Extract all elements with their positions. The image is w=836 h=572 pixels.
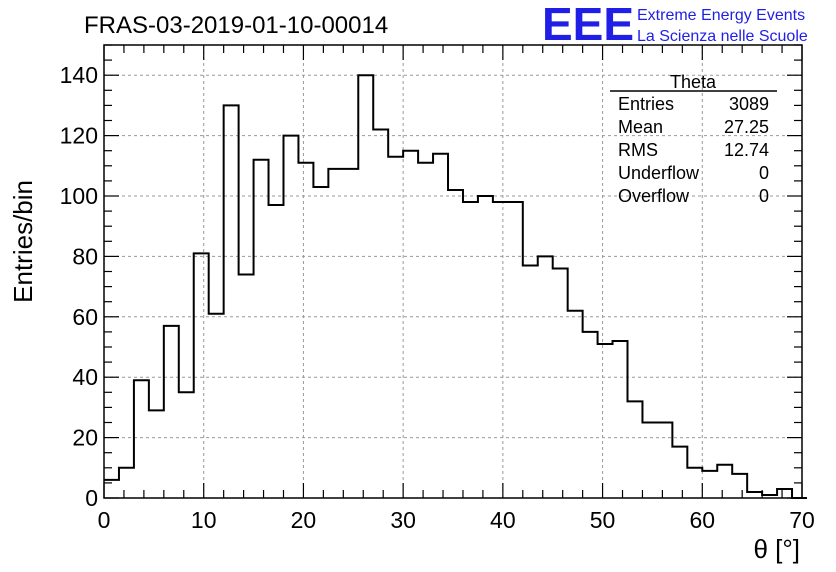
histogram-bin	[403, 151, 418, 498]
x-tick-label: 20	[291, 507, 317, 533]
x-tick-label: 40	[490, 507, 516, 533]
stats-box: Theta Entries 3089 Mean 27.25 RMS 12.74 Underf…	[610, 72, 777, 206]
histogram-bin	[194, 253, 209, 498]
x-tick-label: 10	[191, 507, 217, 533]
y-tick-label: 100	[60, 183, 98, 209]
logo-line-2: La Scienza nelle Scuole	[637, 28, 808, 45]
stats-value: 0	[759, 186, 769, 206]
histogram-bin	[642, 423, 657, 499]
histogram-bin	[568, 311, 583, 498]
x-tick-label: 50	[590, 507, 616, 533]
histogram-bin	[358, 75, 373, 498]
histogram-bin	[343, 169, 358, 498]
stats-title: Theta	[670, 72, 717, 92]
y-tick-label: 40	[72, 364, 98, 390]
histogram-bin	[478, 196, 493, 498]
stats-label: RMS	[618, 140, 658, 160]
histogram-bin	[134, 380, 149, 498]
histogram-bin	[463, 202, 478, 498]
histogram-bin	[687, 468, 702, 498]
histogram-bin	[628, 401, 643, 498]
logo-mark: EEE	[542, 0, 634, 50]
stats-label: Mean	[618, 117, 663, 137]
histogram-bin	[717, 465, 732, 498]
stats-value: 3089	[729, 94, 769, 114]
histogram-bin	[598, 344, 613, 498]
y-tick-label: 60	[72, 304, 98, 330]
x-tick-label: 0	[98, 507, 111, 533]
grid-lines	[104, 45, 802, 498]
histogram-bin	[657, 423, 672, 499]
stats-label: Overflow	[618, 186, 690, 206]
histogram-bin	[298, 163, 313, 498]
y-tick-label: 20	[72, 425, 98, 451]
y-tick-label: 80	[72, 243, 98, 269]
x-tick-labels: 0 10 20 30 40 50 60 70	[98, 507, 815, 533]
histogram-bin	[732, 474, 747, 498]
histogram-bin	[239, 275, 254, 498]
histogram-bin	[164, 326, 179, 498]
histogram-bin	[553, 268, 568, 498]
histogram-bin	[433, 154, 448, 498]
histogram-bin	[523, 265, 538, 498]
histogram-bin	[254, 160, 269, 498]
histogram-bin	[613, 341, 628, 498]
histogram-bin	[702, 471, 717, 498]
y-axis-label: Entries/bin	[8, 180, 38, 303]
y-tick-label: 0	[85, 485, 98, 511]
histogram-bin	[388, 157, 403, 498]
y-tick-label: 140	[60, 62, 98, 88]
y-tick-labels: 0 20 40 60 80 100 120 140	[60, 62, 98, 511]
histogram-bin	[313, 187, 328, 498]
x-tick-label: 60	[689, 507, 715, 533]
stats-rows: Entries 3089 Mean 27.25 RMS 12.74 Underflow 0 Ov…	[618, 94, 769, 206]
logo-line-1: Extreme Energy Events	[637, 7, 805, 24]
histogram-bin	[583, 332, 598, 498]
stats-value: 0	[759, 163, 769, 183]
chart-title: FRAS-03-2019-01-10-00014	[84, 12, 388, 39]
histogram-bin	[179, 392, 194, 498]
histogram-bin	[209, 314, 224, 498]
stats-label: Underflow	[618, 163, 700, 183]
stats-label: Entries	[618, 94, 674, 114]
histogram-bin	[119, 468, 134, 498]
histogram-bin	[448, 190, 463, 498]
histogram-bin	[224, 105, 239, 498]
eee-logo: EEE Extreme Energy Events La Scienza nel…	[542, 0, 808, 50]
stats-value: 27.25	[724, 117, 769, 137]
x-axis-label: θ [°]	[753, 534, 800, 564]
x-tick-label: 70	[789, 507, 815, 533]
histogram-bin	[777, 489, 792, 498]
histogram-outline	[104, 74, 807, 499]
histogram-bin	[149, 410, 164, 498]
plot-frame	[103, 44, 803, 499]
histogram-bin	[269, 205, 284, 498]
histogram-bin	[328, 169, 343, 498]
histogram-bins	[104, 75, 792, 498]
x-tick-label: 30	[390, 507, 416, 533]
histogram-bin	[493, 202, 508, 498]
stats-value: 12.74	[724, 140, 769, 160]
y-tick-label: 120	[60, 123, 98, 149]
histogram-bin	[373, 130, 388, 498]
histogram-bin	[508, 202, 523, 498]
histogram-bin	[672, 447, 687, 498]
histogram-bin	[418, 163, 433, 498]
